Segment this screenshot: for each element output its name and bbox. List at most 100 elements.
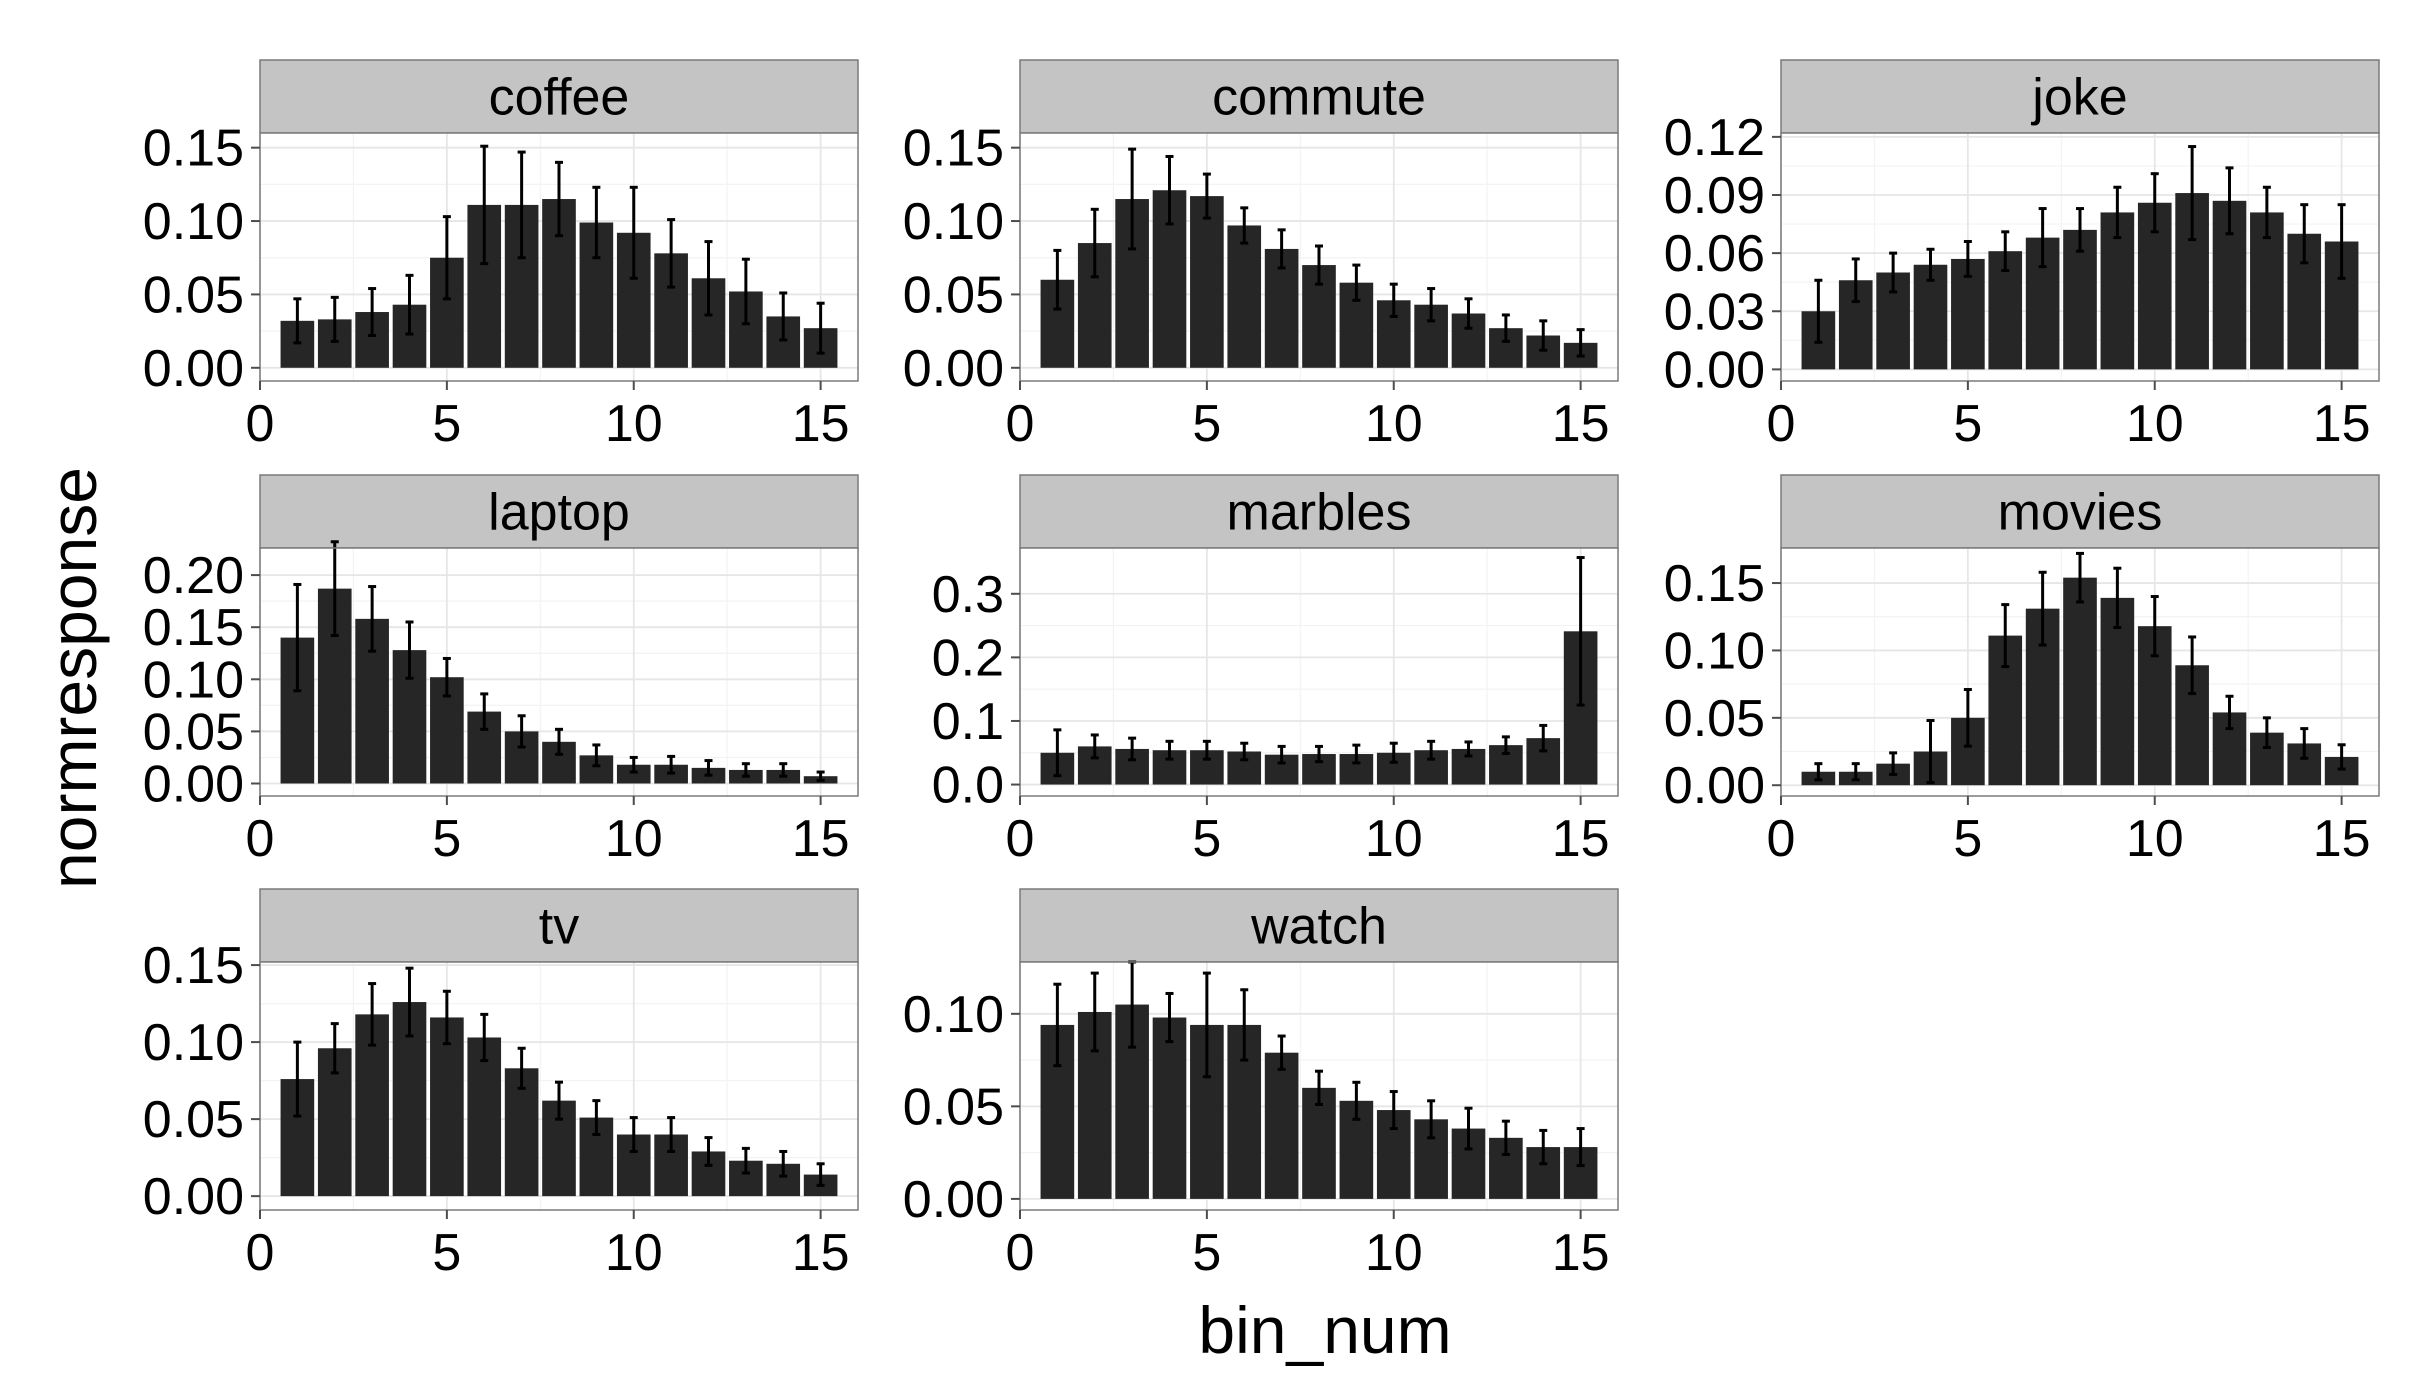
facet-strip	[1019, 474, 1619, 549]
facet-panel-tv: tv 0 5 10 15 0.00 0.05 0.10 0.15	[143, 888, 859, 1282]
facet-title: coffee	[489, 69, 630, 127]
bar	[616, 764, 651, 784]
bar	[2063, 229, 2097, 370]
facet-strip	[1780, 59, 2380, 134]
panel-border	[1019, 547, 1619, 797]
facet-title: movies	[1998, 484, 2163, 542]
error-bar	[2337, 743, 2346, 771]
error-bar	[1389, 282, 1398, 318]
error-bar	[1464, 1106, 1473, 1151]
error-bar	[1165, 739, 1174, 761]
x-tick-label: 10	[605, 395, 663, 453]
error-bar	[2076, 551, 2084, 604]
error-bar	[1389, 741, 1398, 764]
error-bar	[1202, 172, 1211, 220]
facet-strip	[259, 888, 859, 963]
error-bar	[1501, 313, 1510, 343]
facet-panel-marbles: marbles 0 5 10 15 0.0 0.1 0.20.3	[932, 474, 1619, 868]
x-tick-label: 0	[1006, 1224, 1035, 1282]
error-bar	[555, 160, 563, 238]
error-bar	[1814, 278, 1823, 344]
facet-title: commute	[1212, 69, 1426, 127]
x-tick-label: 15	[792, 810, 850, 868]
x-tick-label: 0	[246, 1224, 275, 1282]
x-tick-label: 10	[2126, 395, 2184, 453]
x-tick-label: 5	[432, 1224, 461, 1282]
y-tick-label: 0.00	[143, 755, 244, 813]
x-tick-label: 10	[1365, 1224, 1423, 1282]
error-bar	[293, 1040, 302, 1118]
y-tick-label: 0.05	[903, 1078, 1004, 1136]
x-tick-label: 5	[1192, 395, 1221, 453]
y-tick-label: 0.10	[903, 193, 1004, 251]
error-bar	[442, 656, 451, 698]
x-tick-label: 0	[1767, 810, 1796, 868]
facet-title: watch	[1250, 898, 1387, 956]
bar	[2100, 597, 2135, 786]
panel-border	[1019, 132, 1619, 382]
y-tick-label: 0.10	[143, 1014, 244, 1072]
y-tick-label: 0.1	[932, 693, 1004, 751]
error-bar	[405, 966, 414, 1038]
error-bar	[704, 1136, 713, 1167]
error-bar	[667, 754, 676, 775]
facet-title: joke	[2030, 69, 2127, 127]
error-bar	[293, 297, 302, 345]
bar	[2063, 577, 2097, 786]
error-bar	[2076, 207, 2084, 253]
error-bar	[1851, 762, 1860, 782]
error-bar	[1889, 251, 1898, 294]
y-tick-label: 0.00	[903, 1171, 1004, 1229]
error-bar	[1277, 744, 1286, 765]
bar	[1190, 196, 1224, 368]
bar	[1152, 1017, 1187, 1199]
x-tick-label: 5	[432, 395, 461, 453]
x-tick-label: 15	[1552, 810, 1610, 868]
error-bar	[741, 1146, 750, 1175]
error-bar	[1427, 287, 1436, 323]
error-bar	[1128, 147, 1137, 251]
error-bar	[2001, 603, 2010, 669]
error-bar	[2188, 635, 2197, 696]
y-tick-label: 0.05	[143, 266, 244, 324]
y-tick-label: 0.00	[143, 1168, 244, 1226]
error-bar	[1165, 154, 1174, 226]
x-tick-label: 5	[1953, 395, 1982, 453]
y-tick-label: 0.09	[1664, 167, 1765, 225]
y-axis-label: normresponse	[36, 467, 110, 889]
facet-strip	[259, 474, 859, 549]
error-bar	[368, 982, 377, 1047]
error-bar	[779, 291, 788, 342]
facet-strip	[1019, 59, 1619, 134]
y-tick-label: 0.05	[143, 703, 244, 761]
error-bar	[1090, 971, 1099, 1053]
panel-border	[1019, 961, 1619, 1211]
error-bar	[592, 185, 601, 260]
error-bar	[741, 257, 750, 326]
error-bar	[2262, 716, 2271, 749]
y-tick-label: 0.10	[143, 651, 244, 709]
y-tick-label: 0.3	[932, 566, 1004, 624]
facet-strip	[1019, 888, 1619, 963]
error-bar	[1427, 1099, 1436, 1140]
y-tick-label: 0.10	[143, 193, 244, 251]
error-bar	[1963, 688, 1972, 748]
error-bar	[480, 1012, 489, 1063]
error-bar	[816, 301, 825, 355]
error-bar	[330, 540, 339, 638]
x-tick-label: 5	[1192, 810, 1221, 868]
error-bar	[2300, 203, 2309, 265]
x-tick-label: 0	[1006, 810, 1035, 868]
bar	[1302, 1087, 1336, 1199]
y-tick-label: 0.10	[903, 986, 1004, 1044]
y-tick-label: 0.05	[903, 266, 1004, 324]
bar	[1264, 1052, 1299, 1199]
error-bar	[1277, 228, 1286, 270]
error-bar	[592, 1099, 601, 1137]
error-bar	[1090, 207, 1099, 279]
facet-title: tv	[539, 898, 579, 956]
error-bar	[2001, 230, 2010, 273]
facet-strip	[1780, 474, 2380, 549]
error-bar	[1576, 328, 1585, 358]
